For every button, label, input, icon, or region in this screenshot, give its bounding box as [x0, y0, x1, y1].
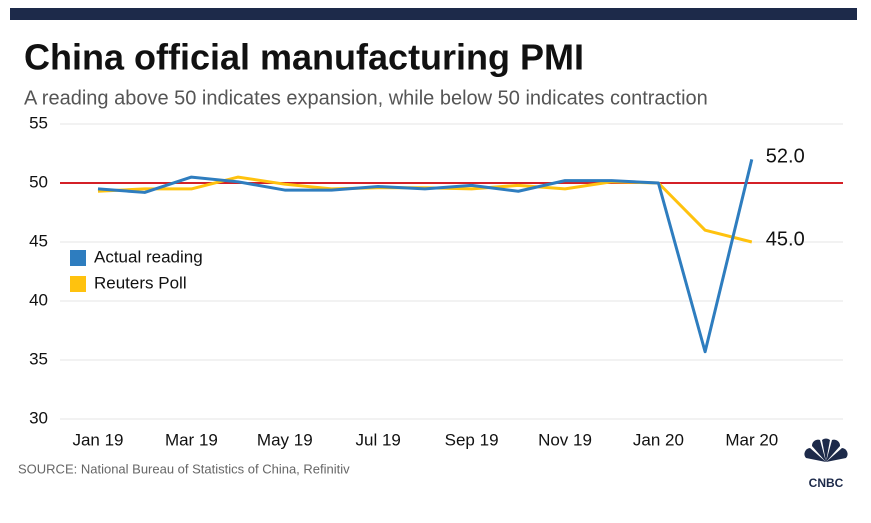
y-tick-label: 30	[29, 408, 48, 427]
chart-subtitle: A reading above 50 indicates expansion, …	[24, 87, 708, 109]
data-line	[97, 159, 754, 354]
x-tick-label: Sep 19	[445, 430, 499, 449]
x-tick-label: Jan 19	[72, 430, 123, 449]
x-tick-label: Jul 19	[356, 430, 401, 449]
chart-title: China official manufacturing PMI	[24, 37, 584, 78]
legend-swatch	[70, 250, 86, 266]
y-tick-label: 50	[29, 172, 48, 191]
logo-icon	[804, 438, 848, 462]
y-tick-label: 35	[29, 349, 48, 368]
x-tick-label: Nov 19	[538, 430, 592, 449]
y-tick-label: 40	[29, 290, 48, 309]
y-tick-label: 45	[29, 231, 48, 250]
legend-label: Reuters Poll	[94, 273, 187, 292]
logo-text: CNBC	[809, 476, 844, 490]
legend-swatch	[70, 276, 86, 292]
x-tick-label: Jan 20	[633, 430, 684, 449]
value-label: 52.0	[766, 146, 805, 168]
y-tick-label: 55	[29, 113, 48, 132]
value-label: 45.0	[766, 228, 805, 250]
top-bar	[10, 8, 857, 20]
x-tick-label: Mar 20	[725, 430, 778, 449]
data-line	[97, 175, 753, 244]
legend-label: Actual reading	[94, 247, 203, 266]
x-tick-label: May 19	[257, 430, 313, 449]
x-tick-label: Mar 19	[165, 430, 218, 449]
source: SOURCE: National Bureau of Statistics of…	[18, 461, 350, 476]
logo: CNBC	[804, 438, 848, 490]
